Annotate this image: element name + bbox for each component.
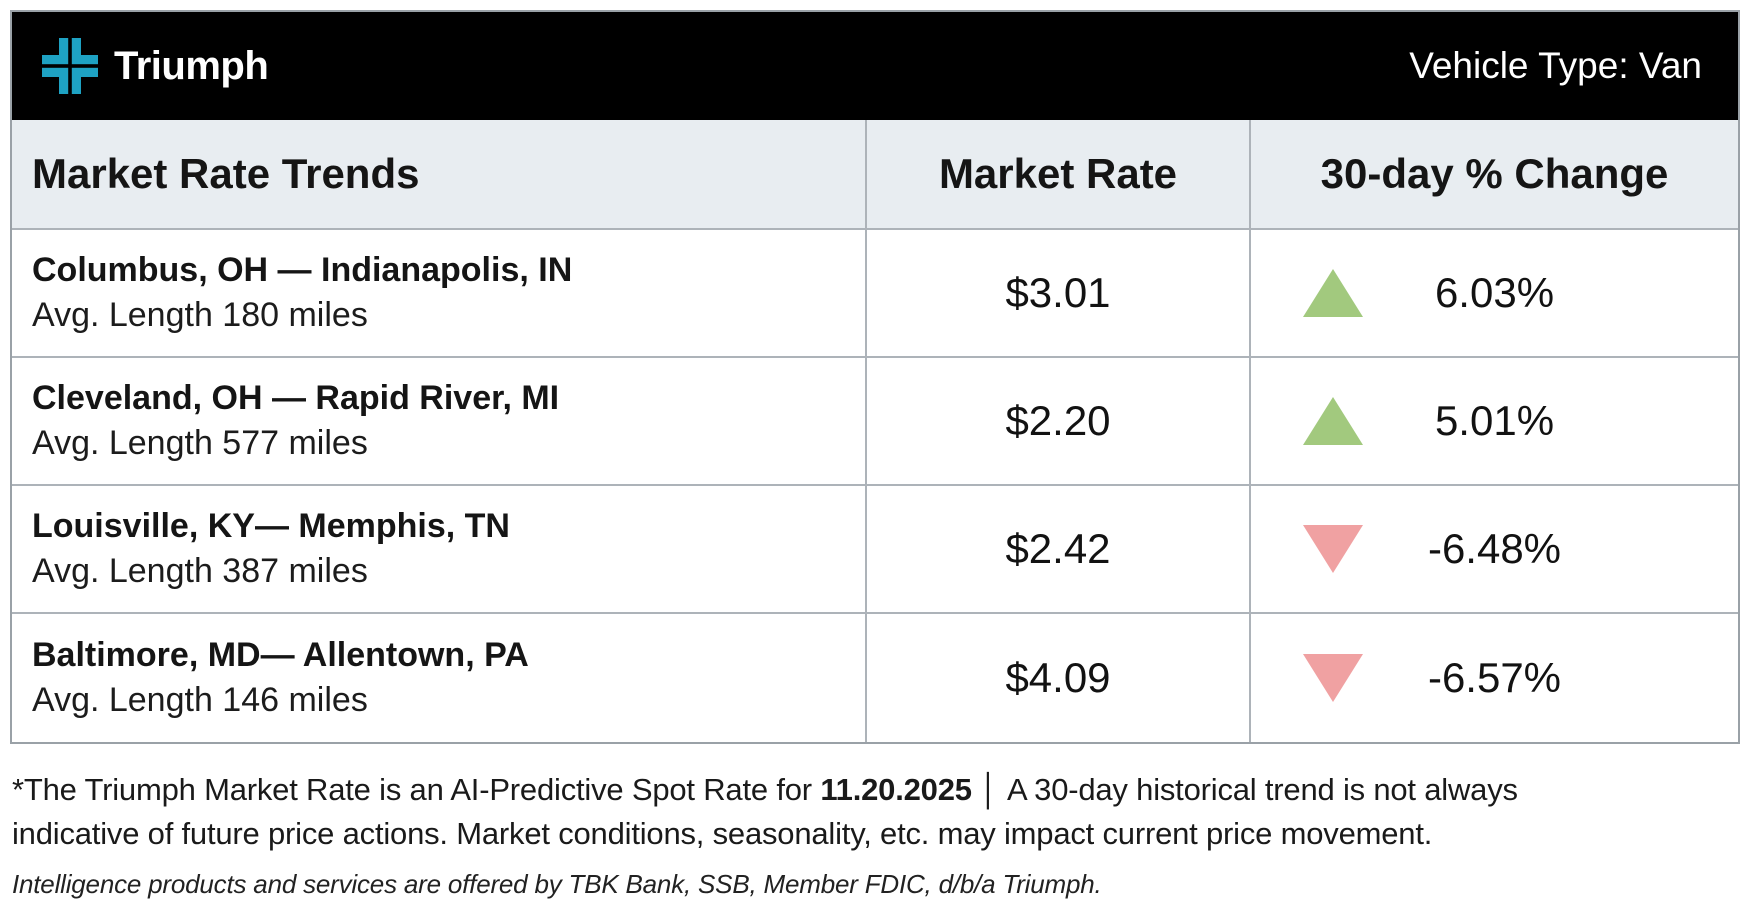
table-header-row: Market Rate Trends Market Rate 30-day % … [12,120,1738,230]
brand-name: Triumph [114,43,269,88]
lane-name: Cleveland, OH — Rapid River, MI [32,379,560,418]
lane-name: Columbus, OH — Indianapolis, IN [32,251,573,290]
lane-name: Louisville, KY— Memphis, TN [32,507,510,546]
trend-up-icon [1303,269,1363,317]
vehicle-type-label: Vehicle Type: Van [1409,45,1702,86]
table-row: Columbus, OH — Indianapolis, IN Avg. Len… [12,230,1738,358]
footnote-line-1: *The Triumph Market Rate is an AI-Predic… [12,768,1742,812]
change-cell: -6.57% [1251,614,1738,742]
table-row: Cleveland, OH — Rapid River, MI Avg. Len… [12,358,1738,486]
lane-cell: Baltimore, MD— Allentown, PA Avg. Length… [12,614,867,742]
lane-cell: Cleveland, OH — Rapid River, MI Avg. Len… [12,358,867,484]
legal-disclaimer: Intelligence products and services are o… [12,869,1102,900]
footnote-text: *The Triumph Market Rate is an AI-Predic… [12,772,821,807]
change-value: 5.01% [1434,397,1555,444]
footnote-separator: │ [979,772,999,807]
footnote-date: 11.20.2025 [820,772,972,807]
change-cell: 5.01% [1251,358,1738,484]
change-value: 6.03% [1434,269,1555,316]
column-header-change: 30-day % Change [1320,150,1669,197]
trend-up-icon [1303,397,1363,445]
table-row: Baltimore, MD— Allentown, PA Avg. Length… [12,614,1738,742]
footnote: *The Triumph Market Rate is an AI-Predic… [12,768,1742,903]
lane-avg-length: Avg. Length 387 miles [32,552,368,590]
lane-cell: Louisville, KY— Memphis, TN Avg. Length … [12,486,867,612]
lane-name: Baltimore, MD— Allentown, PA [32,636,529,675]
lane-cell: Columbus, OH — Indianapolis, IN Avg. Len… [12,230,867,356]
trend-down-icon [1303,654,1363,702]
trend-down-icon [1303,525,1363,573]
footnote-line-2: indicative of future price actions. Mark… [12,816,1433,852]
lane-avg-length: Avg. Length 180 miles [32,296,368,334]
brand-bar: Triumph Vehicle Type: Van [12,12,1738,120]
table-row: Louisville, KY— Memphis, TN Avg. Length … [12,486,1738,614]
change-cell: 6.03% [1251,230,1738,356]
report-panel: Triumph Vehicle Type: Van Market Rate Tr… [10,10,1740,744]
column-header-rate: Market Rate [867,120,1251,228]
change-value: -6.57% [1427,654,1562,701]
lane-avg-length: Avg. Length 146 miles [32,681,368,719]
market-rate-value: $3.01 [867,230,1251,356]
change-value: -6.48% [1427,525,1562,572]
column-header-lanes: Market Rate Trends [12,120,867,228]
footnote-text: A 30-day historical trend is not always [1006,772,1518,807]
lane-avg-length: Avg. Length 577 miles [32,424,368,462]
market-rate-value: $2.20 [867,358,1251,484]
triumph-cross-icon [42,38,98,94]
change-cell: -6.48% [1251,486,1738,612]
market-rate-value: $2.42 [867,486,1251,612]
market-rate-value: $4.09 [867,614,1251,742]
